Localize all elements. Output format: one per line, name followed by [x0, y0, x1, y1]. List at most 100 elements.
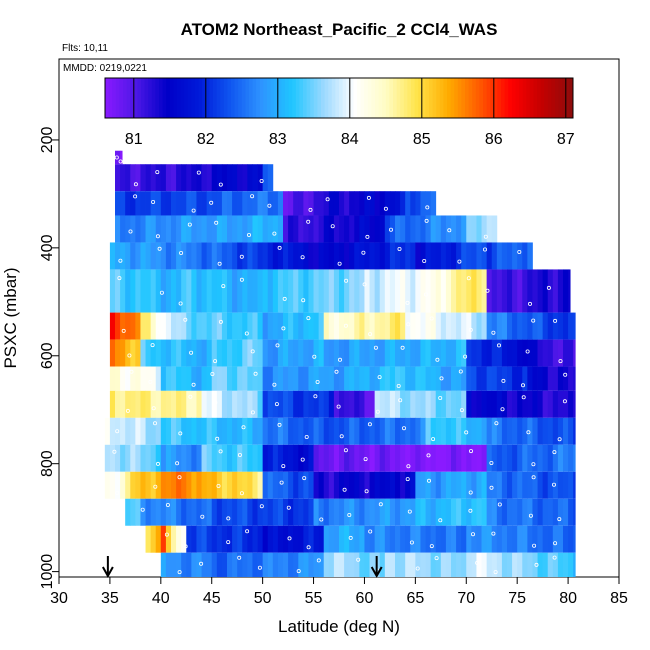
heatmap-cell: [196, 312, 202, 340]
x-tick-label: 70: [457, 590, 475, 607]
heatmap-cell: [176, 444, 182, 472]
heatmap-cell: [227, 525, 233, 553]
heatmap-cell: [288, 471, 294, 499]
heatmap-cell: [420, 498, 426, 526]
sample-point: [128, 229, 133, 234]
sample-point: [199, 561, 204, 566]
heatmap-cell: [206, 215, 213, 243]
heatmap-cell: [501, 444, 508, 472]
sample-point: [279, 480, 284, 485]
heatmap-cell: [501, 242, 508, 270]
heatmap-cell: [227, 471, 233, 499]
heatmap-cell: [389, 525, 396, 553]
heatmap-cell: [196, 366, 202, 391]
heatmap-cell: [395, 191, 401, 216]
colorbar-swatch: [371, 78, 376, 118]
heatmap-cell: [211, 215, 218, 243]
y-tick-label: 600: [39, 342, 56, 369]
sample-point: [237, 555, 242, 560]
heatmap-cell: [440, 339, 447, 367]
heatmap-cell: [130, 498, 136, 526]
heatmap-cell: [165, 417, 172, 445]
heatmap-cell: [410, 417, 416, 445]
sample-point: [552, 555, 557, 560]
heatmap-cell: [272, 525, 279, 553]
heatmap-cell: [283, 339, 289, 367]
sample-point: [300, 255, 305, 260]
heatmap-cell: [481, 444, 488, 472]
heatmap-cell: [384, 191, 391, 216]
sample-point: [364, 489, 369, 494]
heatmap-cell: [445, 269, 452, 313]
sample-point: [148, 379, 153, 384]
colorbar-swatch: [493, 78, 498, 118]
heatmap-cell: [552, 525, 559, 553]
heatmap-cell: [471, 417, 477, 445]
heatmap-cell: [221, 242, 228, 270]
sample-point: [447, 228, 452, 233]
sample-point: [553, 318, 558, 323]
heatmap-cell: [522, 366, 528, 391]
heatmap-cell: [211, 191, 218, 216]
heatmap-cell: [552, 417, 559, 445]
heatmap-cell: [496, 525, 503, 553]
heatmap-cell: [410, 312, 416, 340]
heatmap-cell: [471, 471, 477, 499]
colorbar-swatch: [177, 78, 181, 118]
heatmap-cell: [318, 312, 325, 340]
heatmap-cell: [349, 312, 355, 340]
heatmap-cell: [232, 390, 238, 418]
heatmap-cell: [328, 525, 335, 553]
heatmap-cell: [537, 525, 544, 553]
heatmap-cell: [160, 312, 167, 340]
sample-point: [348, 535, 353, 540]
heatmap-cell: [456, 215, 462, 243]
heatmap-cell: [344, 417, 350, 445]
heatmap-cell: [293, 444, 299, 472]
heatmap-cell: [507, 444, 513, 472]
colorbar-swatch: [407, 78, 412, 118]
sample-point: [209, 200, 214, 205]
heatmap-cell: [379, 471, 386, 499]
heatmap-cell: [150, 312, 157, 340]
heatmap-cell: [537, 552, 544, 577]
heatmap-cell: [451, 498, 457, 526]
sample-point: [178, 431, 183, 436]
heatmap-cell: [547, 366, 554, 391]
sample-point: [153, 484, 158, 489]
sample-point: [241, 425, 246, 430]
heatmap-cell: [349, 444, 355, 472]
sample-point: [368, 332, 373, 337]
heatmap-cell: [109, 269, 116, 313]
heatmap-cell: [456, 525, 462, 553]
heatmap-cell: [496, 312, 503, 340]
heatmap-cell: [267, 417, 274, 445]
sample-point: [409, 540, 414, 545]
heatmap-cell: [221, 164, 228, 192]
heatmap-cell: [145, 215, 152, 243]
heatmap-cell: [440, 312, 447, 340]
sample-point: [191, 208, 196, 213]
heatmap-cell: [359, 269, 365, 313]
heatmap-cell: [512, 242, 518, 270]
heatmap-cell: [527, 242, 533, 270]
sample-point: [415, 566, 420, 571]
colorbar-swatch: [418, 78, 423, 118]
heatmap-cell: [395, 471, 401, 499]
heatmap-cell: [252, 312, 258, 340]
heatmap-cell: [176, 390, 182, 418]
sample-point: [218, 449, 223, 454]
colorbar-swatch: [162, 78, 167, 118]
heatmap-cell: [120, 215, 126, 243]
sample-point: [217, 261, 222, 266]
sample-point: [200, 514, 205, 519]
sample-point: [365, 234, 370, 239]
heatmap-cell: [542, 552, 549, 577]
heatmap-cell: [303, 417, 309, 445]
heatmap-cell: [547, 269, 554, 313]
colorbar-swatch: [393, 78, 397, 118]
heatmap-cell: [466, 444, 472, 472]
heatmap-cell: [349, 552, 355, 577]
heatmap-cell: [405, 417, 411, 445]
heatmap-cell: [563, 366, 569, 391]
